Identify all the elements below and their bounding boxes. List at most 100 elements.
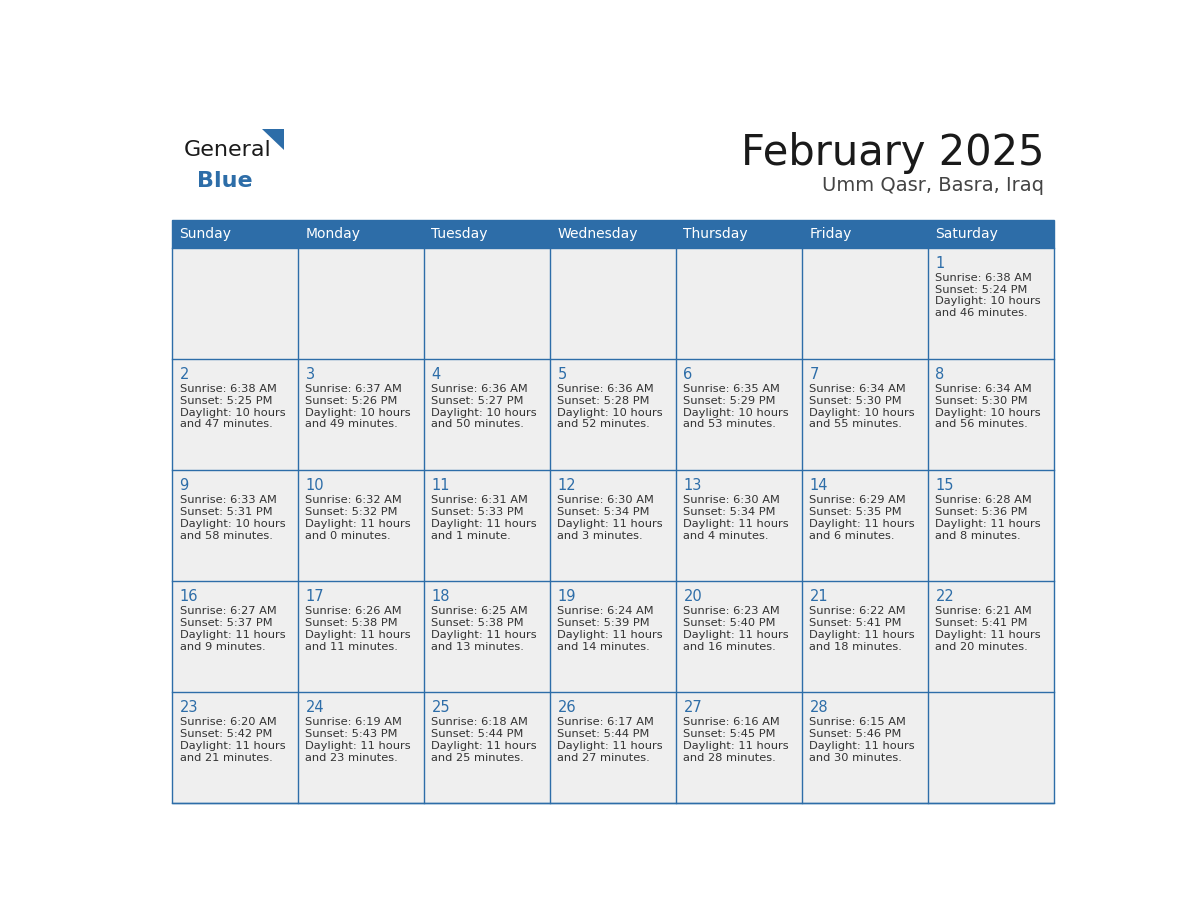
Text: Sunday: Sunday xyxy=(179,227,232,241)
Text: 24: 24 xyxy=(305,700,324,715)
Text: 8: 8 xyxy=(935,366,944,382)
Text: Sunrise: 6:31 AM: Sunrise: 6:31 AM xyxy=(431,495,529,505)
Text: and 1 minute.: and 1 minute. xyxy=(431,531,511,541)
Bar xyxy=(550,692,676,803)
Text: and 21 minutes.: and 21 minutes. xyxy=(179,753,272,763)
Bar xyxy=(928,359,1054,470)
Text: and 52 minutes.: and 52 minutes. xyxy=(557,420,650,430)
Text: Sunrise: 6:17 AM: Sunrise: 6:17 AM xyxy=(557,717,655,727)
Bar xyxy=(172,692,298,803)
Bar xyxy=(298,248,424,359)
Bar xyxy=(550,581,676,692)
Text: Sunrise: 6:29 AM: Sunrise: 6:29 AM xyxy=(809,495,906,505)
Text: Sunrise: 6:18 AM: Sunrise: 6:18 AM xyxy=(431,717,529,727)
Text: Daylight: 11 hours: Daylight: 11 hours xyxy=(557,519,663,529)
Text: Sunset: 5:46 PM: Sunset: 5:46 PM xyxy=(809,729,902,739)
Text: and 9 minutes.: and 9 minutes. xyxy=(179,642,265,652)
Text: 5: 5 xyxy=(557,366,567,382)
Text: 10: 10 xyxy=(305,477,324,493)
Text: Sunset: 5:25 PM: Sunset: 5:25 PM xyxy=(179,396,272,406)
Text: and 4 minutes.: and 4 minutes. xyxy=(683,531,769,541)
Text: Sunrise: 6:22 AM: Sunrise: 6:22 AM xyxy=(809,606,906,616)
Text: Sunset: 5:32 PM: Sunset: 5:32 PM xyxy=(305,507,398,517)
Text: and 28 minutes.: and 28 minutes. xyxy=(683,753,776,763)
Text: Daylight: 11 hours: Daylight: 11 hours xyxy=(179,741,285,751)
Bar xyxy=(802,248,928,359)
Text: Sunrise: 6:19 AM: Sunrise: 6:19 AM xyxy=(305,717,403,727)
Text: and 27 minutes.: and 27 minutes. xyxy=(557,753,650,763)
Text: Daylight: 10 hours: Daylight: 10 hours xyxy=(935,408,1041,418)
Bar xyxy=(172,581,298,692)
Text: Daylight: 10 hours: Daylight: 10 hours xyxy=(305,408,411,418)
Text: Wednesday: Wednesday xyxy=(557,227,638,241)
Text: Sunset: 5:45 PM: Sunset: 5:45 PM xyxy=(683,729,776,739)
Text: Sunrise: 6:35 AM: Sunrise: 6:35 AM xyxy=(683,384,781,394)
Text: and 49 minutes.: and 49 minutes. xyxy=(305,420,398,430)
Text: Daylight: 11 hours: Daylight: 11 hours xyxy=(683,630,789,640)
Text: February 2025: February 2025 xyxy=(741,131,1044,174)
Text: 9: 9 xyxy=(179,477,189,493)
Bar xyxy=(298,359,424,470)
Text: 25: 25 xyxy=(431,700,450,715)
Text: Sunrise: 6:20 AM: Sunrise: 6:20 AM xyxy=(179,717,277,727)
Text: 17: 17 xyxy=(305,588,324,604)
Bar xyxy=(802,359,928,470)
Text: Sunset: 5:30 PM: Sunset: 5:30 PM xyxy=(935,396,1028,406)
Text: Sunrise: 6:34 AM: Sunrise: 6:34 AM xyxy=(809,384,906,394)
Bar xyxy=(424,692,550,803)
Bar xyxy=(424,470,550,581)
Bar xyxy=(928,692,1054,803)
Text: Daylight: 10 hours: Daylight: 10 hours xyxy=(557,408,663,418)
Text: Sunset: 5:29 PM: Sunset: 5:29 PM xyxy=(683,396,776,406)
Text: Sunrise: 6:23 AM: Sunrise: 6:23 AM xyxy=(683,606,781,616)
Text: 19: 19 xyxy=(557,588,576,604)
Text: Sunset: 5:38 PM: Sunset: 5:38 PM xyxy=(305,618,398,628)
Text: and 11 minutes.: and 11 minutes. xyxy=(305,642,398,652)
Text: and 6 minutes.: and 6 minutes. xyxy=(809,531,895,541)
Text: Daylight: 11 hours: Daylight: 11 hours xyxy=(935,630,1041,640)
Text: Sunrise: 6:27 AM: Sunrise: 6:27 AM xyxy=(179,606,277,616)
Text: Tuesday: Tuesday xyxy=(431,227,488,241)
Text: Daylight: 11 hours: Daylight: 11 hours xyxy=(431,630,537,640)
Text: Friday: Friday xyxy=(809,227,852,241)
Text: Sunset: 5:41 PM: Sunset: 5:41 PM xyxy=(935,618,1028,628)
Bar xyxy=(802,692,928,803)
Bar xyxy=(676,359,802,470)
Text: Daylight: 10 hours: Daylight: 10 hours xyxy=(683,408,789,418)
Text: Daylight: 11 hours: Daylight: 11 hours xyxy=(557,630,663,640)
Text: and 46 minutes.: and 46 minutes. xyxy=(935,308,1028,319)
Text: Sunset: 5:37 PM: Sunset: 5:37 PM xyxy=(179,618,272,628)
Text: Sunrise: 6:15 AM: Sunrise: 6:15 AM xyxy=(809,717,906,727)
Bar xyxy=(172,219,1054,803)
Text: Monday: Monday xyxy=(305,227,360,241)
Text: 3: 3 xyxy=(305,366,315,382)
Bar xyxy=(676,470,802,581)
Text: Sunset: 5:42 PM: Sunset: 5:42 PM xyxy=(179,729,272,739)
Text: Sunset: 5:26 PM: Sunset: 5:26 PM xyxy=(305,396,398,406)
Text: Daylight: 11 hours: Daylight: 11 hours xyxy=(305,519,411,529)
Text: Sunset: 5:44 PM: Sunset: 5:44 PM xyxy=(431,729,524,739)
Text: Sunrise: 6:36 AM: Sunrise: 6:36 AM xyxy=(431,384,529,394)
Bar xyxy=(424,359,550,470)
Text: Daylight: 10 hours: Daylight: 10 hours xyxy=(809,408,915,418)
Text: Sunrise: 6:34 AM: Sunrise: 6:34 AM xyxy=(935,384,1032,394)
Bar xyxy=(424,248,550,359)
Text: Sunrise: 6:32 AM: Sunrise: 6:32 AM xyxy=(305,495,403,505)
Bar xyxy=(172,359,298,470)
Text: Sunrise: 6:30 AM: Sunrise: 6:30 AM xyxy=(557,495,655,505)
Text: and 18 minutes.: and 18 minutes. xyxy=(809,642,903,652)
Text: 27: 27 xyxy=(683,700,702,715)
Text: Saturday: Saturday xyxy=(935,227,998,241)
Text: 14: 14 xyxy=(809,477,828,493)
Text: 11: 11 xyxy=(431,477,450,493)
Text: Sunrise: 6:26 AM: Sunrise: 6:26 AM xyxy=(305,606,402,616)
Text: Sunset: 5:44 PM: Sunset: 5:44 PM xyxy=(557,729,650,739)
Text: Sunset: 5:36 PM: Sunset: 5:36 PM xyxy=(935,507,1028,517)
Text: Sunrise: 6:30 AM: Sunrise: 6:30 AM xyxy=(683,495,781,505)
Text: and 0 minutes.: and 0 minutes. xyxy=(305,531,391,541)
Text: Sunset: 5:33 PM: Sunset: 5:33 PM xyxy=(431,507,524,517)
Text: Sunset: 5:27 PM: Sunset: 5:27 PM xyxy=(431,396,524,406)
Text: Sunset: 5:38 PM: Sunset: 5:38 PM xyxy=(431,618,524,628)
Text: Daylight: 11 hours: Daylight: 11 hours xyxy=(305,741,411,751)
Text: Daylight: 10 hours: Daylight: 10 hours xyxy=(935,297,1041,307)
